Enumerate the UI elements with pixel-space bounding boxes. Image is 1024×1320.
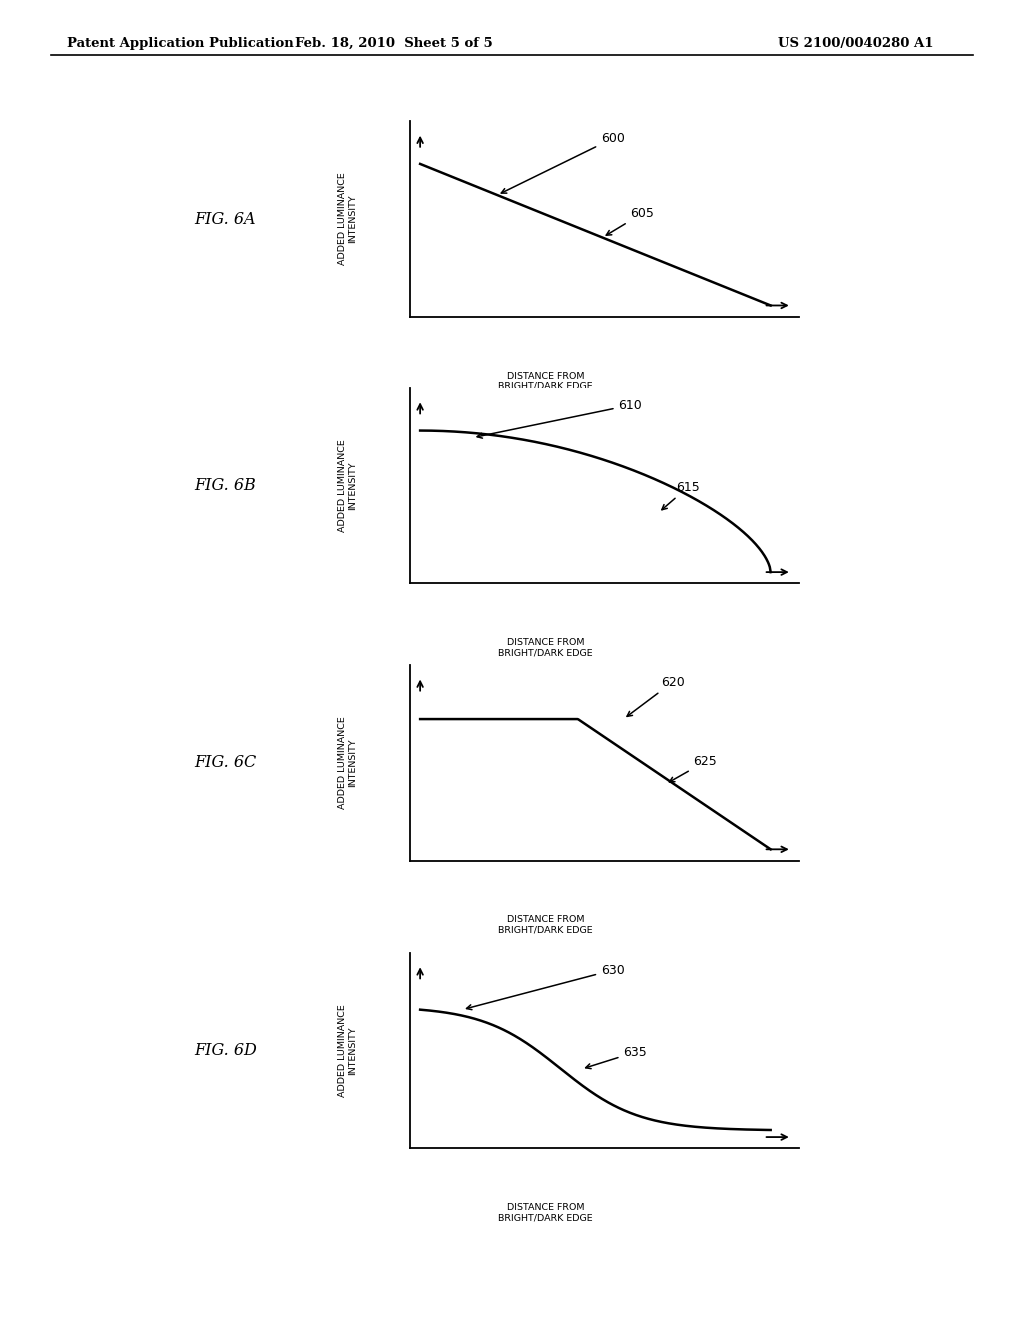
Text: ADDED LUMINANCE
INTENSITY: ADDED LUMINANCE INTENSITY (338, 717, 357, 809)
Text: 630: 630 (467, 964, 625, 1010)
Text: Patent Application Publication: Patent Application Publication (67, 37, 293, 50)
Text: DISTANCE FROM
BRIGHT/DARK EDGE: DISTANCE FROM BRIGHT/DARK EDGE (499, 915, 593, 935)
Text: DISTANCE FROM
BRIGHT/DARK EDGE: DISTANCE FROM BRIGHT/DARK EDGE (499, 638, 593, 657)
Text: ADDED LUMINANCE
INTENSITY: ADDED LUMINANCE INTENSITY (338, 440, 357, 532)
Text: 605: 605 (606, 207, 654, 235)
Text: ADDED LUMINANCE
INTENSITY: ADDED LUMINANCE INTENSITY (338, 173, 357, 265)
Text: 620: 620 (627, 676, 684, 717)
Text: 610: 610 (477, 399, 642, 438)
Text: FIG. 6B: FIG. 6B (195, 478, 256, 494)
Text: Feb. 18, 2010  Sheet 5 of 5: Feb. 18, 2010 Sheet 5 of 5 (295, 37, 494, 50)
Text: FIG. 6D: FIG. 6D (194, 1043, 257, 1059)
Text: 600: 600 (502, 132, 625, 193)
Text: DISTANCE FROM
BRIGHT/DARK EDGE: DISTANCE FROM BRIGHT/DARK EDGE (499, 371, 593, 391)
Text: 625: 625 (670, 755, 717, 781)
Text: DISTANCE FROM
BRIGHT/DARK EDGE: DISTANCE FROM BRIGHT/DARK EDGE (499, 1203, 593, 1222)
Text: FIG. 6A: FIG. 6A (195, 211, 256, 227)
Text: US 2100/0040280 A1: US 2100/0040280 A1 (778, 37, 934, 50)
Text: 615: 615 (662, 480, 699, 510)
Text: FIG. 6C: FIG. 6C (195, 755, 256, 771)
Text: ADDED LUMINANCE
INTENSITY: ADDED LUMINANCE INTENSITY (338, 1005, 357, 1097)
Text: 635: 635 (586, 1045, 647, 1069)
